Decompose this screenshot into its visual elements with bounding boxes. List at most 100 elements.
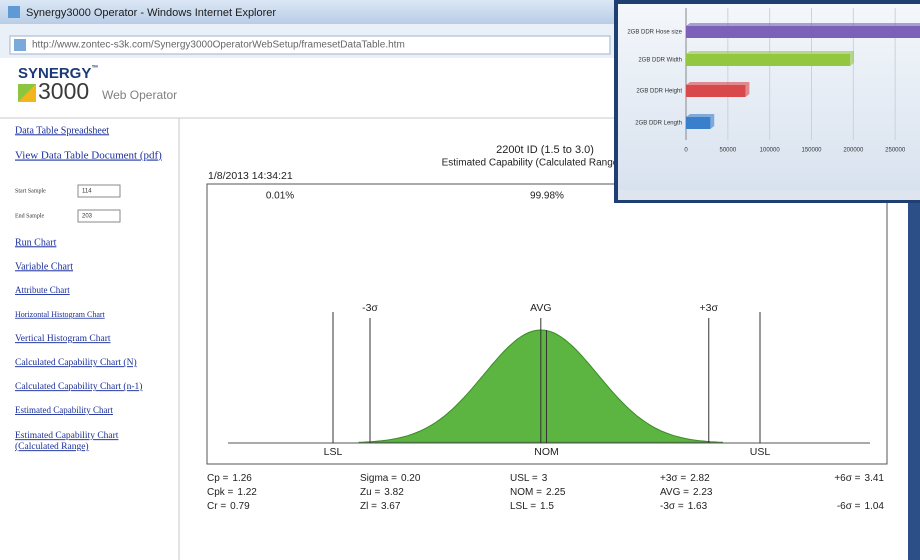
stat-value: 3.82	[384, 487, 404, 498]
stat-name: Sigma =	[360, 473, 397, 484]
stat: Cr = 0.79	[207, 501, 250, 512]
overlay-plot: 0 50000 100000 150000 200000 250000 2GB DDR Ho…	[627, 8, 920, 154]
stat-name: +6σ =	[834, 473, 860, 484]
limit-label: USL	[750, 446, 771, 458]
stat-name: LSL =	[510, 501, 536, 512]
sidebar-link[interactable]: Run Chart	[15, 237, 57, 248]
limit-label: AVG	[530, 302, 551, 314]
stat: -6σ = 1.04	[837, 501, 885, 512]
logo-product: Web Operator	[102, 88, 177, 102]
sidebar-link[interactable]: Data Table Spreadsheet	[15, 125, 109, 136]
stat-value: 2.25	[546, 487, 566, 498]
category-label: 2GB DDR Width	[638, 58, 682, 64]
sidebar-link[interactable]: Horizontal Histogram Chart	[15, 310, 106, 319]
overlay-scrollbar[interactable]	[618, 190, 920, 200]
field-input[interactable]	[77, 209, 121, 223]
stat-value: 2.82	[690, 473, 710, 484]
stat-name: +3σ =	[660, 473, 686, 484]
logo-trademark: ™	[91, 65, 98, 72]
x-tick-label: 250000	[885, 148, 906, 154]
stat: LSL = 1.5	[510, 501, 554, 512]
logo-brand: SYNERGY™	[18, 65, 98, 82]
field-value[interactable]: 203	[82, 214, 93, 220]
address-text[interactable]: http://www.zontec-s3k.com/Synergy3000Ope…	[32, 40, 405, 51]
stat-name: Cr =	[207, 501, 226, 512]
stat-value: 3	[542, 473, 548, 484]
logo-icon-accent	[18, 84, 36, 102]
stat: USL = 3	[510, 473, 548, 484]
percent-label: 0.01%	[266, 191, 294, 202]
x-tick-label: 0	[684, 148, 688, 154]
stat: NOM = 2.25	[510, 487, 566, 498]
bar	[686, 117, 711, 129]
stat: +3σ = 2.82	[660, 473, 710, 484]
stat-value: 1.26	[232, 473, 252, 484]
stat: -3σ = 1.63	[660, 501, 708, 512]
bar	[686, 26, 920, 38]
x-tick-label: 200000	[843, 148, 864, 154]
stat-value: 1.63	[688, 501, 708, 512]
stat-value: 3.41	[865, 473, 885, 484]
chart-title: 2200t ID (1.5 to 3.0)	[496, 144, 594, 156]
sidebar-link[interactable]: Estimated Capability Chart	[15, 405, 113, 415]
stat-name: Cpk =	[207, 487, 234, 498]
stat: Cp = 1.26	[207, 473, 252, 484]
stat-value: 1.04	[865, 501, 885, 512]
field-value[interactable]: 114	[82, 189, 92, 195]
overlay-window: 0 50000 100000 150000 200000 250000 2GB DDR Ho…	[614, 0, 920, 203]
stat: Cpk = 1.22	[207, 487, 257, 498]
stat-value: 2.23	[693, 487, 713, 498]
stat-name: -3σ =	[660, 501, 684, 512]
sidebar: Data Table Spreadsheet View Data Table Do…	[15, 125, 162, 452]
percent-label: 99.98%	[530, 191, 564, 202]
logo-number: 3000	[38, 78, 89, 104]
limit-label: LSL	[324, 446, 343, 458]
stat-value: 0.20	[401, 473, 421, 484]
logo-brand-text: SYNERGY	[18, 65, 91, 82]
field-label: Start Sample	[15, 188, 46, 194]
stat-value: 1.5	[540, 501, 554, 512]
capability-chart: 2200t ID (1.5 to 3.0) Estimated Capabilit…	[206, 144, 888, 512]
sidebar-link[interactable]: Variable Chart	[15, 261, 73, 272]
stat: Sigma = 0.20	[360, 473, 421, 484]
bar	[686, 54, 850, 66]
x-tick-label: 150000	[801, 148, 822, 154]
field-label: End Sample	[15, 213, 44, 219]
window-title: Synergy3000 Operator - Windows Internet …	[26, 7, 276, 19]
sidebar-link[interactable]: Calculated Capability Chart (n-1)	[15, 381, 142, 392]
stat-name: Zu =	[360, 487, 380, 498]
stat: Zl = 3.67	[360, 501, 401, 512]
limit-label: -3σ	[362, 302, 378, 314]
stat-name: Cp =	[207, 473, 229, 484]
sidebar-link[interactable]: Vertical Histogram Chart	[15, 334, 111, 344]
sidebar-link[interactable]: (Calculated Range)	[15, 441, 89, 452]
stat-name: -6σ =	[837, 501, 861, 512]
category-label: 2GB DDR Hose size	[627, 30, 682, 36]
x-tick-label: 50000	[719, 148, 736, 154]
address-bar[interactable]	[9, 35, 611, 55]
sidebar-link[interactable]: Estimated Capability Chart	[15, 431, 119, 441]
sidebar-link[interactable]: View Data Table Document (pdf)	[15, 150, 162, 162]
stat-value: 1.22	[237, 487, 257, 498]
stat-value: 3.67	[381, 501, 401, 512]
page-icon	[14, 39, 26, 51]
x-tick-label: 100000	[760, 148, 781, 154]
stat-name: NOM =	[510, 487, 542, 498]
bar	[686, 85, 746, 97]
stat: AVG = 2.23	[660, 487, 713, 498]
category-label: 2GB DDR Length	[635, 121, 682, 127]
sidebar-link[interactable]: Calculated Capability Chart (N)	[15, 357, 137, 368]
category-label: 2GB DDR Height	[636, 89, 682, 95]
stat-name: Zl =	[360, 501, 377, 512]
timestamp: 1/8/2013 14:34:21	[208, 170, 293, 182]
stat-name: USL =	[510, 473, 538, 484]
limit-label: +3σ	[700, 302, 719, 314]
field-input[interactable]	[77, 184, 121, 198]
limit-label: NOM	[534, 446, 559, 458]
chart-subtitle: Estimated Capability (Calculated Range) …	[442, 158, 649, 169]
sidebar-link[interactable]: Attribute Chart	[15, 285, 70, 295]
stat: +6σ = 3.41	[834, 473, 884, 484]
stat-value: 0.79	[230, 501, 250, 512]
app-icon	[8, 6, 20, 18]
